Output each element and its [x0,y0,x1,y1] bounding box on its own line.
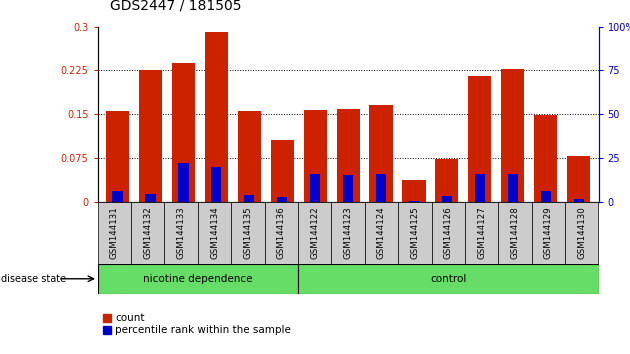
Bar [298,264,598,294]
Bar [409,201,419,202]
Bar [164,202,198,264]
Text: GSM144131: GSM144131 [110,206,119,259]
Bar [565,202,598,264]
Bar [501,69,524,202]
Bar [534,115,558,202]
Text: GSM144122: GSM144122 [310,206,319,259]
Bar [277,198,287,202]
Bar [435,159,459,202]
Bar [465,202,498,264]
Bar [498,202,532,264]
Bar [98,264,298,294]
Bar [172,63,195,202]
Text: GSM144123: GSM144123 [343,206,353,259]
Text: disease state: disease state [1,274,66,284]
Bar [567,156,590,202]
Text: GSM144127: GSM144127 [477,206,486,259]
Text: control: control [430,274,466,284]
Bar [231,202,265,264]
Bar [178,163,188,202]
Text: GDS2447 / 181505: GDS2447 / 181505 [110,0,242,12]
Text: GSM144125: GSM144125 [410,206,420,259]
Bar [369,105,392,202]
Bar [211,167,222,202]
Text: GSM144126: GSM144126 [444,206,453,259]
Bar [331,202,365,264]
Bar [432,202,465,264]
Bar [98,202,131,264]
Bar [304,110,327,202]
Bar [139,70,162,202]
Bar [468,76,491,202]
Bar [298,202,331,264]
Bar [376,174,386,202]
Bar [205,33,228,202]
Bar [265,202,298,264]
Bar [573,199,584,202]
Bar [244,195,255,202]
Bar [365,202,398,264]
Bar [336,109,360,202]
Bar [403,180,425,202]
Bar [343,176,353,202]
Bar [271,141,294,202]
Bar [541,191,551,202]
Text: GSM144135: GSM144135 [243,206,253,259]
Text: GSM144129: GSM144129 [544,206,553,259]
Bar [198,202,231,264]
Text: GSM144134: GSM144134 [210,206,219,259]
Text: GSM144128: GSM144128 [510,206,520,259]
Text: GSM144124: GSM144124 [377,206,386,259]
Bar [310,174,320,202]
Legend: count, percentile rank within the sample: count, percentile rank within the sample [103,313,291,335]
Bar [112,191,123,202]
Bar [145,194,156,202]
Bar [532,202,565,264]
Bar [442,196,452,202]
Bar [398,202,432,264]
Bar [106,111,129,202]
Bar [474,174,485,202]
Bar [131,202,164,264]
Text: GSM144133: GSM144133 [176,206,186,259]
Text: nicotine dependence: nicotine dependence [143,274,253,284]
Bar [238,111,261,202]
Bar [508,174,518,202]
Text: GSM144136: GSM144136 [277,206,286,259]
Text: GSM144130: GSM144130 [577,206,587,259]
Text: GSM144132: GSM144132 [143,206,152,259]
